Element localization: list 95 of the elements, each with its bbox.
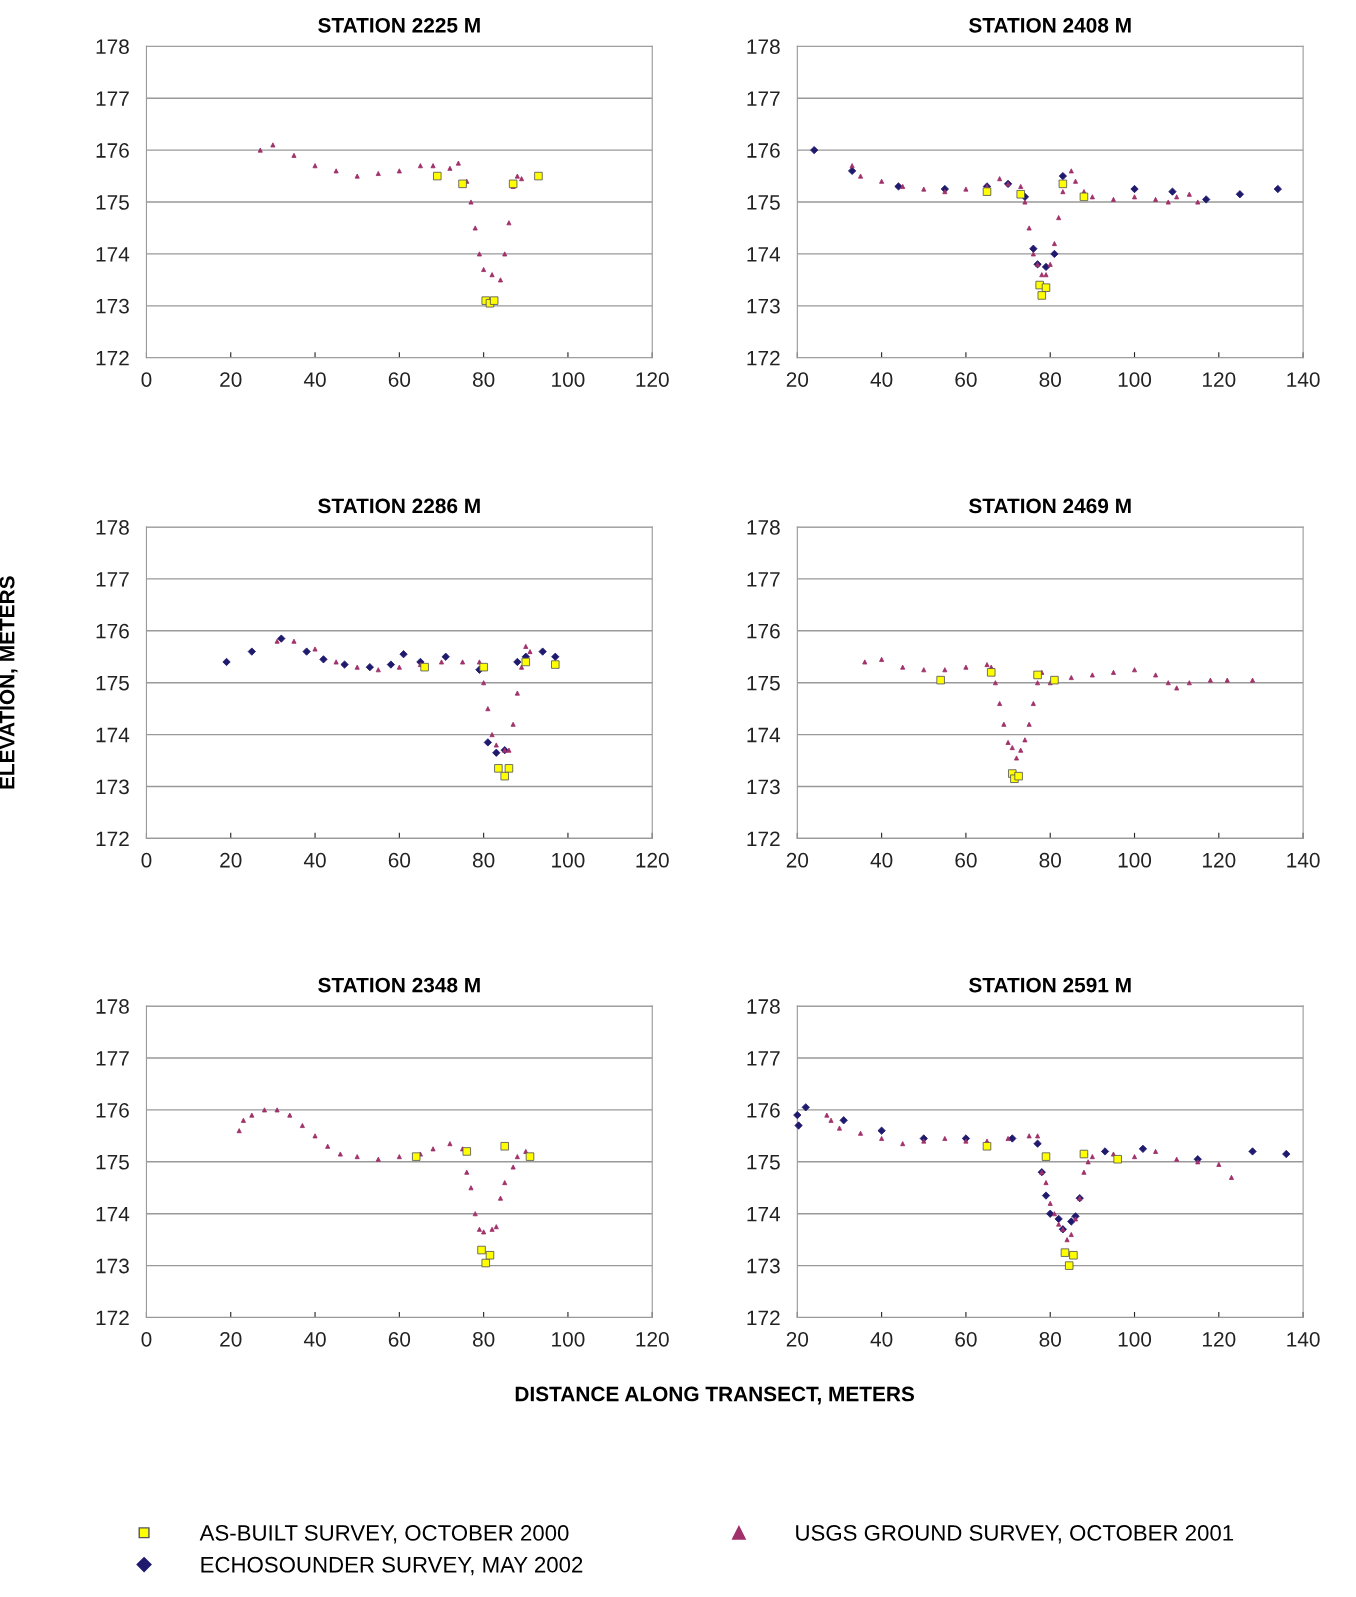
y-tick-label: 174 xyxy=(96,247,130,262)
x-tick-label: 40 xyxy=(303,1331,326,1347)
y-tick-label: 177 xyxy=(747,572,780,587)
x-tick-label: 120 xyxy=(636,372,669,387)
chart-title: STATION 2286 M xyxy=(318,498,480,514)
x-tick-label: 20 xyxy=(220,852,242,868)
x-tick-label: 80 xyxy=(472,852,495,868)
x-tick-label: 20 xyxy=(220,372,242,387)
x-tick-label: 40 xyxy=(870,852,893,868)
x-tick-label: 120 xyxy=(1203,372,1236,387)
y-tick-label: 173 xyxy=(747,1258,780,1274)
y-tick-label: 173 xyxy=(96,1258,129,1274)
y-tick-label: 173 xyxy=(96,298,129,314)
x-tick-label: 20 xyxy=(786,372,809,387)
y-tick-label: 176 xyxy=(96,1102,129,1118)
x-tick-label: 80 xyxy=(472,372,495,387)
x-tick-label: 120 xyxy=(636,852,669,868)
y-tick-label: 176 xyxy=(747,1102,780,1118)
x-tick-label: 80 xyxy=(1039,372,1061,387)
y-tick-label: 172 xyxy=(96,350,129,366)
x-tick-label: 100 xyxy=(1118,372,1152,387)
x-tick-label: 100 xyxy=(552,1331,585,1347)
y-tick-label: 177 xyxy=(747,1051,780,1066)
y-tick-label: 174 xyxy=(747,247,781,262)
x-tick-label: 120 xyxy=(1203,852,1236,868)
x-tick-label: 60 xyxy=(388,372,411,387)
x-tick-label: 0 xyxy=(141,372,152,387)
y-tick-label: 175 xyxy=(96,195,129,210)
y-tick-label: 177 xyxy=(96,91,129,106)
x-axis-title: DISTANCE ALONG TRANSECT, METERS xyxy=(515,1386,915,1405)
y-tick-label: 175 xyxy=(747,195,780,210)
y-tick-label: 177 xyxy=(96,1051,129,1066)
y-tick-label: 176 xyxy=(747,143,780,158)
x-tick-label: 60 xyxy=(388,852,411,868)
y-tick-label: 174 xyxy=(96,727,130,743)
x-tick-label: 140 xyxy=(1287,1331,1320,1347)
x-tick-label: 0 xyxy=(141,852,152,868)
y-tick-label: 172 xyxy=(747,831,780,846)
y-tick-label: 173 xyxy=(747,298,780,314)
x-tick-label: 120 xyxy=(1203,1331,1236,1347)
x-tick-label: 100 xyxy=(552,852,585,868)
y-axis-title: ELEVATION, METERS xyxy=(0,576,18,789)
chart-title: STATION 2408 M xyxy=(969,17,1131,33)
x-tick-label: 80 xyxy=(472,1331,495,1347)
x-tick-label: 80 xyxy=(1039,852,1061,868)
y-tick-label: 178 xyxy=(96,999,129,1014)
x-tick-label: 40 xyxy=(303,372,326,387)
chart-title: STATION 2348 M xyxy=(318,977,480,993)
x-tick-label: 40 xyxy=(870,372,893,387)
y-tick-label: 176 xyxy=(96,143,129,158)
y-tick-label: 178 xyxy=(747,520,780,535)
y-tick-label: 175 xyxy=(96,675,129,691)
x-tick-label: 60 xyxy=(388,1331,411,1347)
legend-label: USGS GROUND SURVEY, OCTOBER 2001 xyxy=(796,1525,1234,1544)
x-tick-label: 80 xyxy=(1039,1331,1061,1347)
y-tick-label: 172 xyxy=(96,831,129,846)
y-tick-label: 173 xyxy=(96,779,129,795)
y-tick-label: 175 xyxy=(747,675,780,691)
y-tick-label: 178 xyxy=(747,39,780,55)
y-tick-label: 172 xyxy=(747,350,780,366)
y-tick-label: 178 xyxy=(96,520,129,535)
legend-label: AS-BUILT SURVEY, OCTOBER 2000 xyxy=(199,1525,569,1544)
x-tick-label: 40 xyxy=(303,852,326,868)
x-tick-label: 100 xyxy=(1118,852,1152,868)
x-tick-label: 120 xyxy=(636,1331,669,1347)
x-tick-label: 40 xyxy=(870,1331,893,1347)
x-tick-label: 100 xyxy=(552,372,585,387)
y-tick-label: 176 xyxy=(96,623,129,639)
x-tick-label: 140 xyxy=(1287,852,1320,868)
y-tick-label: 172 xyxy=(747,1310,780,1326)
y-tick-label: 174 xyxy=(747,1206,781,1222)
chart-title: STATION 2591 M xyxy=(969,977,1131,993)
x-tick-label: 20 xyxy=(786,852,809,868)
chart-title: STATION 2469 M xyxy=(969,498,1131,514)
x-tick-label: 60 xyxy=(955,852,977,868)
x-tick-label: 20 xyxy=(786,1331,809,1347)
y-tick-label: 172 xyxy=(96,1310,129,1326)
x-tick-label: 60 xyxy=(955,1331,977,1347)
y-tick-label: 174 xyxy=(747,727,781,743)
y-tick-label: 178 xyxy=(747,999,780,1014)
y-tick-label: 174 xyxy=(96,1206,130,1222)
x-tick-label: 20 xyxy=(220,1331,242,1347)
x-tick-label: 100 xyxy=(1118,1331,1152,1347)
x-tick-label: 140 xyxy=(1287,372,1320,387)
y-tick-label: 175 xyxy=(96,1155,129,1170)
y-tick-label: 177 xyxy=(96,572,129,587)
y-tick-label: 176 xyxy=(747,623,780,639)
y-tick-label: 175 xyxy=(747,1155,780,1170)
x-tick-label: 0 xyxy=(141,1331,152,1347)
chart-title: STATION 2225 M xyxy=(318,17,480,33)
y-tick-label: 173 xyxy=(747,779,780,795)
x-tick-label: 60 xyxy=(955,372,977,387)
y-tick-label: 178 xyxy=(96,39,129,55)
y-tick-label: 177 xyxy=(747,91,780,106)
legend-label: ECHOSOUNDER SURVEY, MAY 2002 xyxy=(201,1556,583,1576)
